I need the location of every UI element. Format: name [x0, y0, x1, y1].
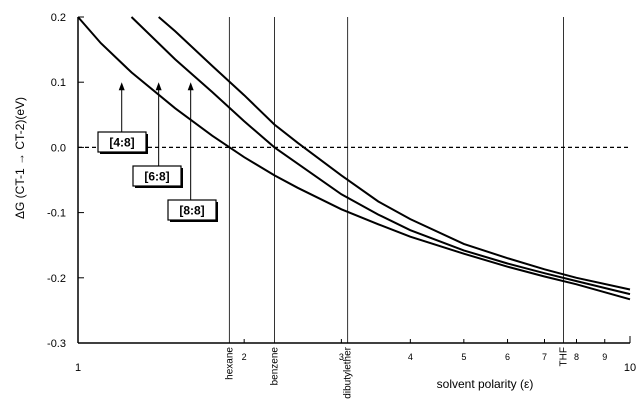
- series-line-[6:8]: [130, 16, 631, 296]
- x-minor-tick-label: 4: [408, 352, 413, 362]
- series: [77, 16, 631, 301]
- solvent-label-THF: THF: [559, 347, 570, 366]
- annotation-box: [97, 131, 147, 153]
- x-tick-label: 1: [75, 362, 81, 374]
- annotation-arrowhead: [118, 82, 125, 91]
- x-minor-tick-label: 7: [542, 352, 547, 362]
- y-tick-label: -0.3: [47, 338, 66, 350]
- series-line-[4:8]: [77, 16, 631, 301]
- annotation-box: [167, 199, 217, 221]
- y-tick-label: 0.1: [51, 77, 66, 89]
- annotations: [4:8] [6:8] [8:8]: [97, 82, 218, 222]
- x-minor-tick-label: 8: [574, 352, 579, 362]
- y-axis-title: ΔG (CT-1 → CT-2)(eV): [13, 97, 27, 219]
- y-tick-label: 0.2: [51, 12, 66, 24]
- x-minor-tick-label: 9: [602, 352, 607, 362]
- axes: -0.3 -0.2 -0.1 0.0 0.1 0.2 1 10 2 3 4 5 6 7 8 9 solvent …: [13, 12, 636, 391]
- reference-lines: hexane benzene dibutylether THF: [224, 17, 570, 399]
- series-line-[8:8]: [158, 16, 631, 291]
- y-tick-label: -0.1: [47, 208, 66, 220]
- y-tick-label: -0.2: [47, 273, 66, 285]
- annotation-label: [4:8]: [109, 136, 134, 150]
- solvent-label-benzene: benzene: [270, 347, 281, 386]
- x-axis-title: solvent polarity (ε): [437, 377, 534, 391]
- x-minor-tick-label: 6: [505, 352, 510, 362]
- solvent-label-dibutylether: dibutylether: [343, 346, 354, 398]
- annotation-arrowhead: [155, 82, 162, 91]
- x-tick-label: 10: [624, 362, 636, 374]
- annotation-box: [132, 165, 182, 187]
- x-minor-tick-label: 5: [461, 352, 466, 362]
- solvent-label-hexane: hexane: [224, 347, 235, 380]
- y-tick-label: 0.0: [51, 142, 66, 154]
- annotation-arrowhead: [187, 82, 194, 91]
- x-minor-tick-label: 3: [339, 352, 344, 362]
- annotation-label: [6:8]: [144, 170, 169, 184]
- x-minor-tick-label: 2: [242, 352, 247, 362]
- annotation-label: [8:8]: [179, 204, 204, 218]
